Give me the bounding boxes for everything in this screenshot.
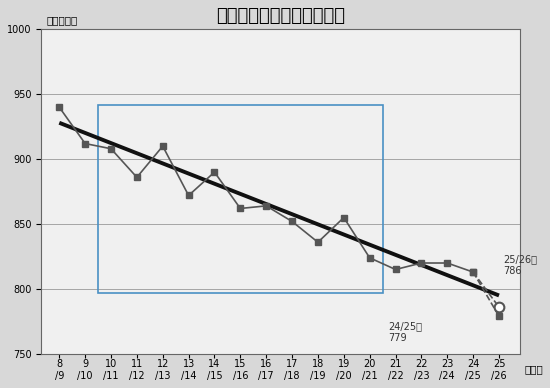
Title: 主食用米の需要実績の推移: 主食用米の需要実績の推移 [216,7,345,25]
Text: 25/26年
786: 25/26年 786 [503,255,537,276]
Text: （万トン）: （万トン） [46,16,78,25]
Text: （年）: （年） [525,364,543,374]
Text: 24/25年
779: 24/25年 779 [388,321,422,343]
Bar [98,105,383,293]
